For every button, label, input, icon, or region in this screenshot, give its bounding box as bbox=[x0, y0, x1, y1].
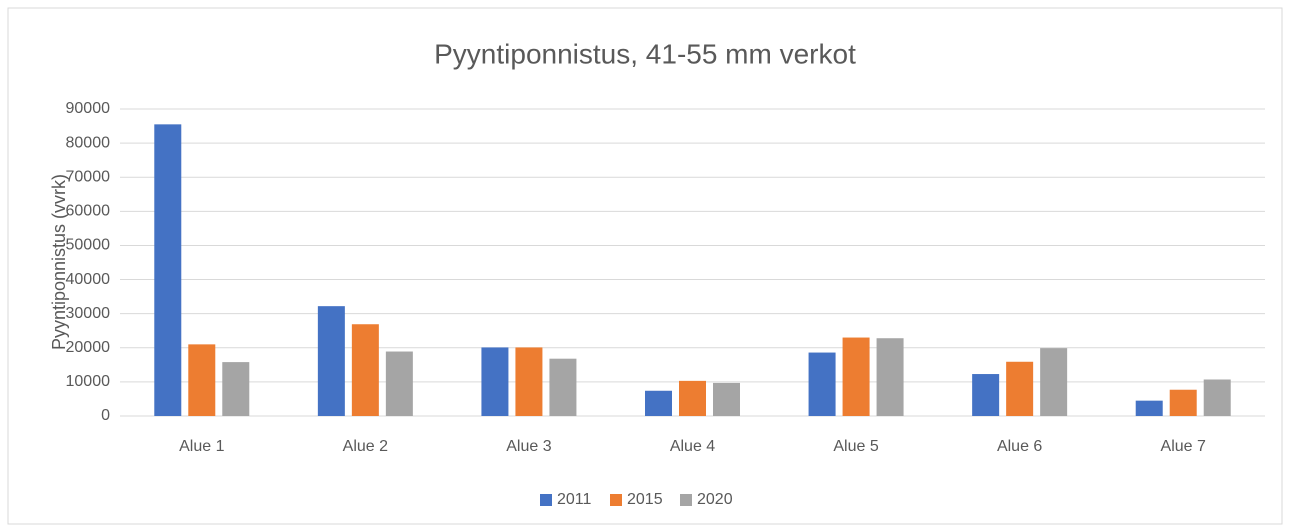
bar bbox=[972, 374, 1000, 416]
bar bbox=[317, 306, 345, 416]
bar bbox=[351, 324, 379, 416]
y-tick-label: 30000 bbox=[66, 305, 111, 322]
bar bbox=[713, 382, 740, 416]
bar bbox=[222, 362, 250, 416]
x-tick-label: Alue 3 bbox=[506, 438, 551, 455]
y-tick-label: 80000 bbox=[66, 134, 111, 151]
x-tick-label: Alue 4 bbox=[670, 438, 715, 455]
y-tick-label: 10000 bbox=[66, 373, 111, 390]
bar bbox=[842, 337, 870, 416]
bar bbox=[549, 358, 577, 416]
legend-label: 2020 bbox=[697, 491, 733, 508]
chart-title: Pyyntiponnistus, 41-55 mm verkot bbox=[434, 38, 856, 69]
bar bbox=[481, 347, 509, 416]
bar bbox=[1169, 389, 1197, 416]
y-tick-label: 20000 bbox=[66, 339, 111, 356]
legend-swatch bbox=[680, 494, 692, 506]
legend-swatch bbox=[540, 494, 552, 506]
y-tick-label: 70000 bbox=[66, 168, 111, 185]
bar bbox=[1040, 348, 1068, 416]
legend-label: 2011 bbox=[557, 491, 592, 508]
bar bbox=[515, 347, 543, 416]
bar bbox=[154, 124, 182, 416]
chart-frame bbox=[7, 7, 1283, 525]
x-tick-label: Alue 5 bbox=[833, 438, 878, 455]
legend-label: 2015 bbox=[627, 491, 663, 508]
y-tick-label: 40000 bbox=[66, 271, 111, 288]
bar bbox=[1006, 361, 1034, 416]
bar bbox=[385, 351, 413, 416]
legend-swatch bbox=[610, 494, 622, 506]
x-tick-label: Alue 6 bbox=[997, 438, 1042, 455]
y-tick-label: 50000 bbox=[66, 237, 111, 254]
x-tick-label: Alue 1 bbox=[179, 438, 224, 455]
bar bbox=[1135, 400, 1163, 416]
x-tick-label: Alue 7 bbox=[1161, 438, 1206, 455]
bar bbox=[1203, 379, 1231, 416]
bar bbox=[188, 344, 216, 416]
bar bbox=[808, 352, 836, 416]
y-tick-label: 60000 bbox=[66, 203, 111, 220]
bar bbox=[679, 380, 706, 416]
y-tick-label: 0 bbox=[101, 407, 110, 424]
bar bbox=[876, 338, 904, 416]
y-tick-label: 90000 bbox=[66, 100, 111, 117]
y-axis-label: Pyyntiponnistus (vvrk) bbox=[49, 174, 69, 350]
bar bbox=[645, 390, 672, 416]
x-tick-label: Alue 2 bbox=[343, 438, 388, 455]
